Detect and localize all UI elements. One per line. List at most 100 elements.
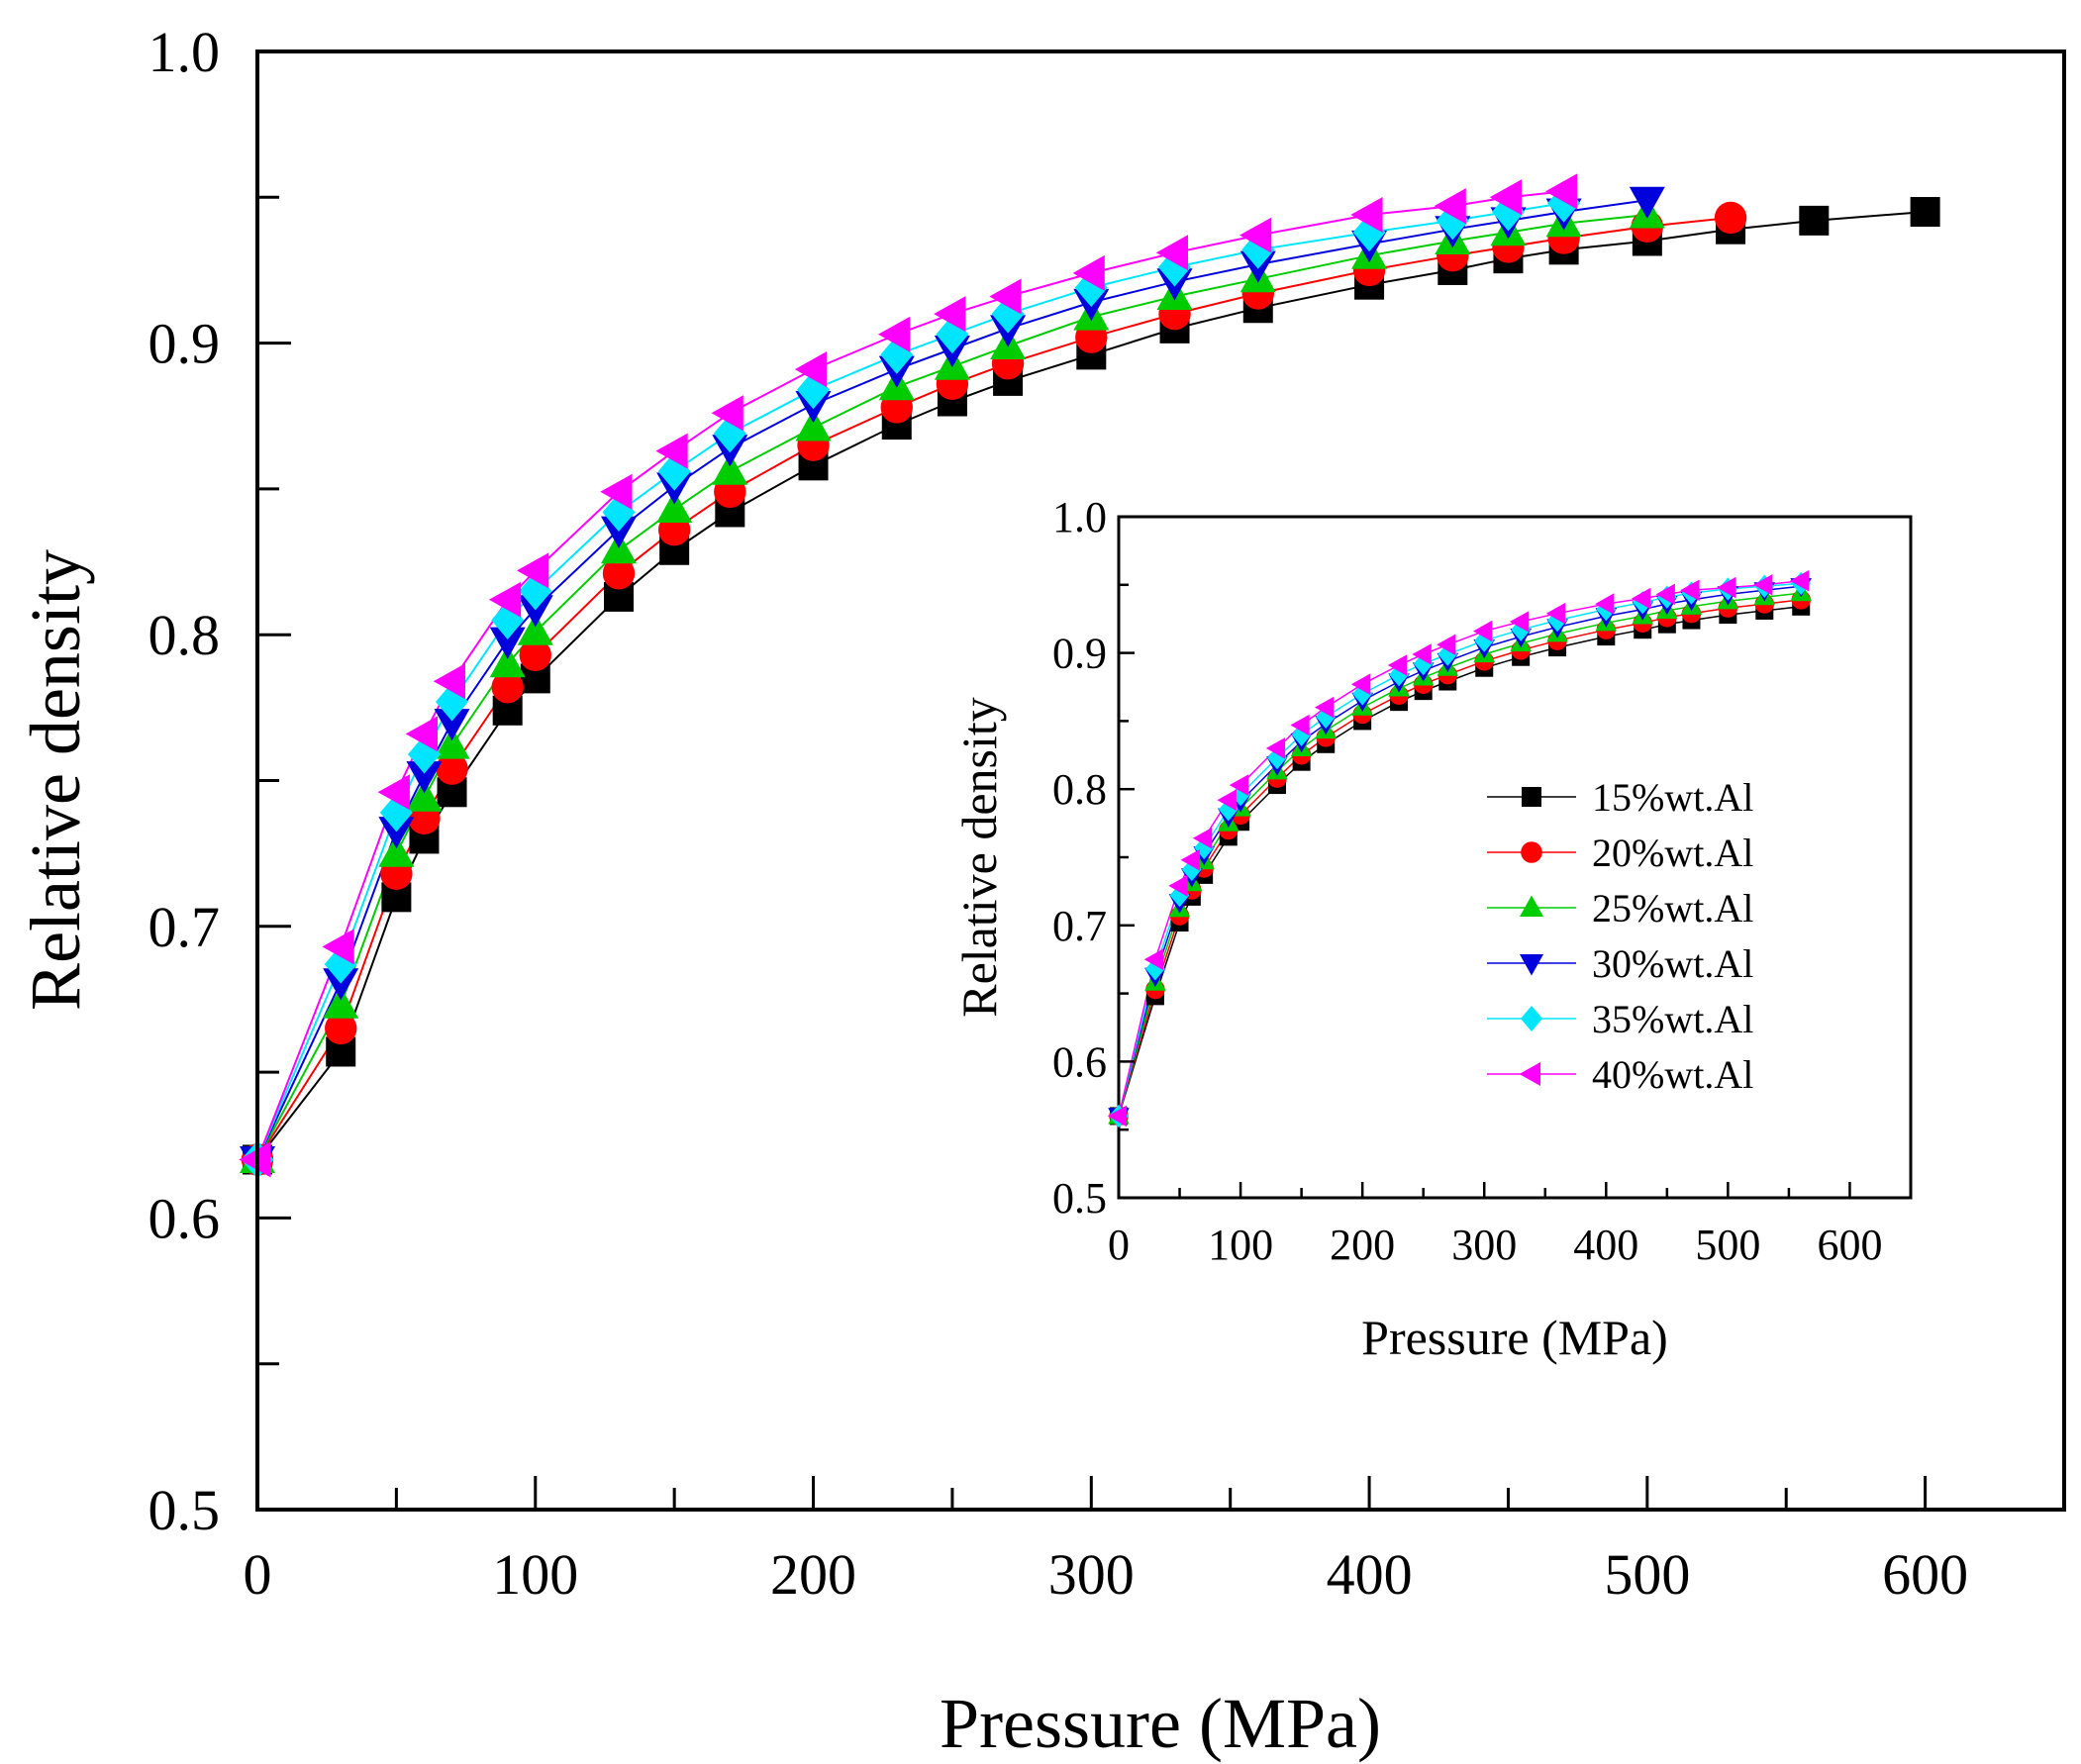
- inset-series-5-point: [1547, 608, 1567, 633]
- inset-series-6-point: [1790, 569, 1810, 592]
- legend-marker-4: [1520, 954, 1543, 976]
- inset-series-6-point: [1437, 634, 1456, 656]
- main-series-6-point: [934, 296, 966, 333]
- main-series-6-point: [322, 929, 354, 965]
- inset-series-6-point: [1753, 574, 1773, 596]
- inset-series-6-point: [1717, 576, 1736, 599]
- inset-x-axis-title: Pressure (MPa): [1361, 1310, 1668, 1365]
- inset-series-6-point: [1655, 583, 1675, 606]
- main-series-6-point: [1072, 254, 1105, 291]
- inset-y-tick-label: 0.9: [1052, 630, 1107, 678]
- inset-x-tick-label: 600: [1817, 1221, 1882, 1269]
- main-series-4-point: [406, 761, 443, 794]
- inset-series-6-point: [1229, 774, 1249, 796]
- main-series-3-point: [406, 779, 443, 812]
- main-series-3-point: [517, 613, 553, 645]
- inset-series-6-point: [1315, 696, 1335, 719]
- main-series-2-point: [325, 1012, 357, 1045]
- inset-y-tick-label: 1.0: [1052, 493, 1107, 541]
- inset-series-6-point: [1143, 948, 1163, 970]
- inset-series-6-point: [1217, 789, 1237, 811]
- inset-series-6-point: [1509, 611, 1530, 633]
- inset-series-6-point: [1680, 579, 1700, 602]
- legend-marker-2: [1521, 841, 1542, 863]
- inset-series-6-point: [1192, 827, 1213, 849]
- main-series-3-point: [795, 409, 832, 441]
- main-series-4-point: [323, 968, 359, 1001]
- inset-y-axis-title: Relative density: [951, 697, 1007, 1018]
- main-series-1-point: [1910, 197, 1940, 228]
- inset-series-5-point: [1474, 629, 1495, 652]
- legend-marker-1: [1522, 787, 1541, 807]
- inset-x-tick-label: 400: [1573, 1221, 1638, 1269]
- inset-series-5-point: [1145, 957, 1165, 981]
- main-series-6-point: [878, 316, 911, 352]
- main-series-line-4: [256, 199, 1647, 1160]
- main-series-4-point: [434, 709, 470, 741]
- inset-series-5-point: [1352, 682, 1373, 706]
- main-x-tick-label: 0: [244, 1542, 272, 1607]
- legend-label-1: 15%wt.Al: [1592, 775, 1753, 820]
- main-series-4-point: [378, 817, 415, 849]
- main-y-axis-title: Relative density: [16, 549, 95, 1011]
- legend-marker-5: [1521, 1006, 1542, 1031]
- main-series-4-point: [489, 627, 526, 659]
- main-x-axis-title: Pressure (MPa): [940, 1684, 1381, 1763]
- main-series-3-point: [434, 727, 470, 759]
- main-series-6-point: [405, 716, 438, 752]
- main-series-6-point: [1239, 217, 1272, 253]
- legend-label-6: 40%wt.Al: [1592, 1052, 1753, 1097]
- main-series-2-point: [491, 671, 524, 704]
- inset-series-6-point: [1107, 1105, 1128, 1127]
- legend-label-5: 35%wt.Al: [1592, 997, 1753, 1041]
- inset-series-6-point: [1632, 587, 1651, 610]
- main-x-tick-label: 100: [492, 1542, 578, 1607]
- main-x-tick-label: 400: [1327, 1542, 1413, 1607]
- inset-series-5-point: [1291, 723, 1312, 746]
- main-series-3-point: [323, 986, 359, 1019]
- inset-series-5-point: [1231, 783, 1250, 807]
- main-series-6-point: [655, 433, 688, 469]
- main-y-tick-label: 0.9: [149, 312, 221, 376]
- main-series-6-point: [711, 395, 743, 432]
- main-series-3-point: [656, 490, 693, 523]
- inset-series-5-point: [1181, 857, 1202, 882]
- main-x-tick-label: 500: [1604, 1542, 1690, 1607]
- main-y-tick-label: 0.8: [149, 603, 221, 667]
- inset-tick-layer: 0 100 200 300 400 500 600 0.5 0.6 0.7 0.8 0.9 1.0: [1052, 493, 1913, 1269]
- main-series-4-point: [1629, 186, 1665, 219]
- main-y-tick-label: 0.6: [149, 1186, 221, 1250]
- inset-series-6-point: [1350, 673, 1371, 695]
- main-series-6-point: [1155, 235, 1188, 271]
- legend-label-4: 30%wt.Al: [1592, 941, 1753, 986]
- inset-series-5-point: [1413, 651, 1434, 676]
- main-x-tick-label: 200: [770, 1542, 856, 1607]
- main-y-tick-label: 0.5: [149, 1478, 221, 1542]
- main-series-3-point: [489, 644, 526, 678]
- inset-x-tick-label: 200: [1330, 1221, 1395, 1269]
- main-x-tick-label: 300: [1048, 1542, 1135, 1607]
- legend-marker-6: [1519, 1062, 1540, 1086]
- main-chart: 0 100 200 300 400 500 600 0.5 0.6 0.7 0.8 0.9 1.0 Pr…: [16, 20, 2066, 1763]
- main-series-2-point: [436, 752, 468, 785]
- main-series-3-point: [712, 452, 748, 485]
- inset-y-tick-label: 0.8: [1052, 765, 1107, 814]
- inset-series-6-point: [1180, 849, 1200, 871]
- inset-y-tick-label: 0.7: [1052, 902, 1107, 950]
- main-series-layer: [239, 173, 1940, 1179]
- main-series-3-point: [378, 834, 415, 867]
- main-series-6-point: [1544, 173, 1578, 210]
- main-series-6-point: [377, 774, 410, 811]
- inset-series-6-point: [1473, 620, 1493, 642]
- main-y-tick-label: 0.7: [149, 895, 221, 959]
- inset-series-6-point: [1290, 714, 1310, 736]
- main-x-tick-label: 600: [1882, 1542, 1968, 1607]
- main-series-4-point: [601, 516, 637, 548]
- main-series-6-point: [989, 278, 1022, 315]
- inset-x-tick-label: 500: [1695, 1221, 1760, 1269]
- main-series-1-point: [1799, 205, 1830, 236]
- inset-chart: 0 100 200 300 400 500 600 0.5 0.6 0.7 0.8 0.9 1.0 Pr…: [951, 493, 1913, 1365]
- inset-x-tick-label: 100: [1208, 1221, 1273, 1269]
- main-series-6-point: [517, 552, 549, 589]
- main-series-4-point: [517, 595, 553, 628]
